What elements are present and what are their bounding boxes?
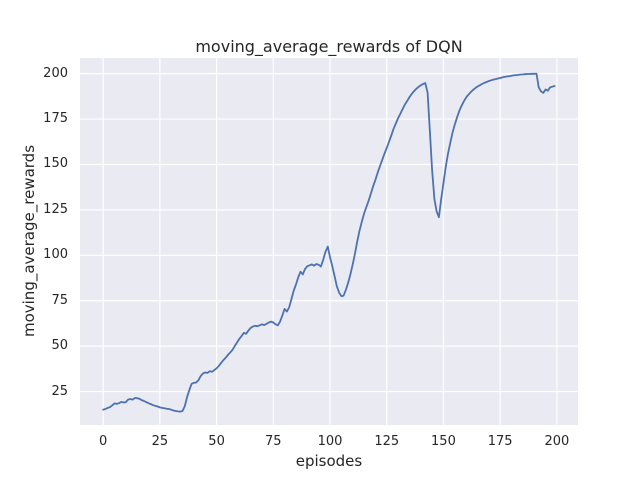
x-tick-label: 50 [208,434,225,449]
x-tick-label: 125 [374,434,400,449]
x-tick-label: 75 [265,434,282,449]
y-tick-label: 125 [43,201,68,217]
y-tick-label: 50 [51,338,68,354]
x-tick-label: 25 [151,434,169,449]
x-tick-label: 200 [544,434,570,449]
reward-line [102,72,556,413]
y-tick-label: 175 [43,111,68,127]
y-tick-label: 25 [51,383,68,399]
x-tick-label: 150 [431,434,456,449]
x-tick-label: 175 [487,434,513,449]
y-tick-label: 200 [43,65,68,81]
chart-title: moving_average_rewards of DQN [195,37,463,56]
y-tick-label: 75 [51,292,68,308]
line-chart-svg [80,58,578,425]
x-tick-label: 100 [317,434,343,449]
y-tick-label: 150 [43,156,68,172]
x-tick-label: 0 [99,434,108,449]
x-axis-label: episodes [295,452,363,470]
y-tick-label: 100 [43,247,68,263]
plot-area [80,58,578,425]
